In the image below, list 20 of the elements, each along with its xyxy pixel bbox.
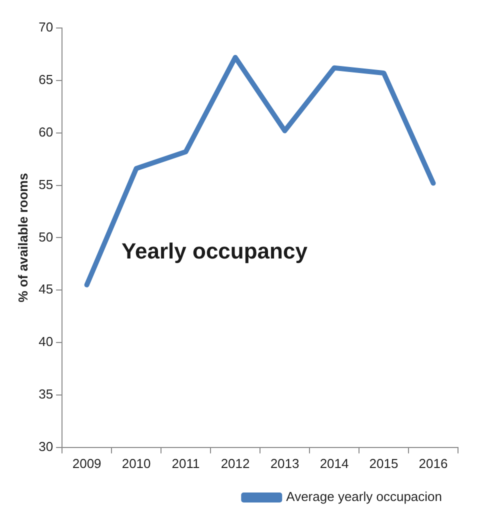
legend-label: Average yearly occupacion	[286, 489, 442, 504]
y-tick-label: 45	[38, 282, 54, 297]
x-tick-label: 2013	[270, 456, 300, 471]
y-tick-label: 55	[38, 176, 54, 192]
y-tick-label: 40	[38, 334, 54, 350]
x-tick-label: 2012	[220, 456, 250, 471]
y-tick-label: 50	[38, 229, 54, 244]
x-tick-label: 2010	[122, 456, 151, 471]
x-tick-label: 2015	[369, 456, 398, 471]
y-tick-label: 35	[38, 386, 54, 402]
y-tick-label: 70	[38, 20, 54, 35]
x-tick-label: 2011	[172, 456, 200, 471]
y-tick-label: 60	[38, 124, 54, 140]
y-tick-label: 65	[38, 72, 54, 88]
x-tick-label: 2009	[72, 456, 102, 471]
y-axis-title: % of available rooms	[15, 173, 30, 302]
x-tick-label: 2016	[418, 456, 448, 471]
x-tick-label: 2014	[320, 456, 349, 471]
y-tick-label: 30	[38, 438, 54, 454]
text: Yearly occupancy	[122, 238, 308, 264]
